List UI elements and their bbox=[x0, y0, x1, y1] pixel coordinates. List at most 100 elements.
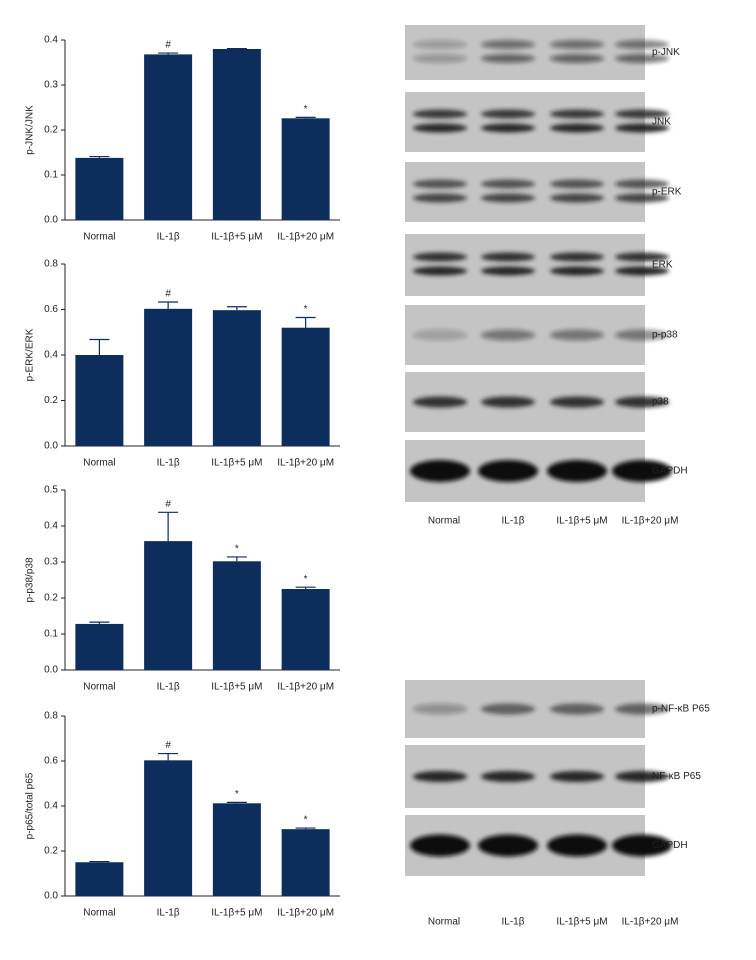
x-tick-label: IL-1β+5 μM bbox=[211, 458, 262, 469]
significance-marker: # bbox=[165, 740, 171, 751]
band bbox=[612, 834, 672, 857]
blot-panel bbox=[405, 92, 645, 152]
error-bar bbox=[295, 586, 316, 589]
error-bar bbox=[158, 301, 179, 309]
band bbox=[481, 703, 535, 715]
band bbox=[413, 252, 467, 262]
error-bar bbox=[295, 827, 316, 830]
significance-marker: * bbox=[235, 789, 239, 800]
error-bar bbox=[226, 801, 247, 804]
bar bbox=[75, 157, 124, 220]
band bbox=[615, 266, 669, 276]
blot-bands bbox=[413, 396, 669, 408]
y-tick-label: 0.4 bbox=[44, 350, 58, 361]
x-tick-label: IL-1β bbox=[157, 232, 180, 243]
band bbox=[413, 193, 467, 203]
band bbox=[550, 40, 604, 49]
x-tick-label: IL-1β bbox=[157, 458, 180, 469]
blot-row-label: p-JNK bbox=[652, 47, 680, 58]
x-tick-label: IL-1β bbox=[157, 682, 180, 693]
x-tick-label: IL-1β+20 μM bbox=[277, 908, 334, 919]
band bbox=[481, 109, 535, 119]
blot-bands bbox=[413, 109, 669, 133]
x-tick-label: IL-1β bbox=[157, 908, 180, 919]
y-tick-label: 0.6 bbox=[44, 304, 58, 315]
band bbox=[478, 460, 538, 482]
bar bbox=[212, 49, 261, 220]
band bbox=[481, 179, 535, 189]
blot-lane-label: IL-1β+5 μM bbox=[556, 516, 607, 527]
y-axis-label: p-p38/p38 bbox=[25, 557, 36, 602]
significance-marker: * bbox=[304, 104, 308, 115]
y-axis-label: p-JNK/JNK bbox=[25, 105, 36, 155]
bar bbox=[75, 355, 124, 446]
band bbox=[550, 252, 604, 262]
y-tick-label: 0.5 bbox=[44, 485, 58, 496]
y-axis-label: p-p65/total p65 bbox=[25, 772, 36, 839]
blot-panel bbox=[405, 162, 645, 222]
y-tick-label: 0.0 bbox=[44, 665, 58, 676]
bar bbox=[281, 589, 330, 670]
band bbox=[615, 123, 669, 133]
band bbox=[615, 193, 669, 203]
band bbox=[481, 266, 535, 276]
error-bar bbox=[226, 556, 247, 562]
bar bbox=[212, 803, 261, 896]
band bbox=[615, 771, 669, 782]
band bbox=[550, 266, 604, 276]
blot-bands bbox=[413, 329, 669, 341]
bar bbox=[281, 327, 330, 446]
y-tick-label: 0.2 bbox=[44, 846, 58, 857]
blot-row-label: JNK bbox=[652, 117, 671, 128]
band bbox=[612, 460, 672, 482]
blot-bands bbox=[413, 703, 669, 715]
blot-lane-label: IL-1β bbox=[502, 917, 525, 928]
error-bar bbox=[89, 621, 110, 624]
band bbox=[550, 109, 604, 119]
blot-row-label: NF-κB P65 bbox=[652, 771, 701, 782]
band bbox=[615, 703, 669, 715]
band bbox=[547, 834, 607, 857]
y-tick-label: 0.1 bbox=[44, 170, 58, 181]
blot-panel bbox=[405, 234, 645, 296]
band bbox=[481, 123, 535, 133]
y-tick-label: 0.8 bbox=[44, 711, 58, 722]
band bbox=[481, 54, 535, 63]
blot-bands bbox=[413, 40, 669, 63]
band bbox=[615, 252, 669, 262]
band bbox=[550, 396, 604, 408]
blot-row-label: GAPDH bbox=[652, 466, 688, 477]
band bbox=[615, 179, 669, 189]
blot-lane-label: IL-1β+5 μM bbox=[556, 917, 607, 928]
blot-row-label: p38 bbox=[652, 397, 669, 408]
error-bar bbox=[89, 338, 110, 355]
y-tick-label: 0.8 bbox=[44, 259, 58, 270]
y-tick-label: 0.4 bbox=[44, 521, 58, 532]
blot-row-label: p-ERK bbox=[652, 187, 682, 198]
y-tick-label: 0.3 bbox=[44, 80, 58, 91]
bar bbox=[75, 623, 124, 670]
x-tick-label: Normal bbox=[83, 908, 115, 919]
x-tick-label: Normal bbox=[83, 458, 115, 469]
bar bbox=[144, 541, 193, 670]
x-tick-label: IL-1β+5 μM bbox=[211, 908, 262, 919]
y-tick-label: 0.0 bbox=[44, 891, 58, 902]
band bbox=[413, 40, 467, 49]
significance-marker: # bbox=[165, 40, 171, 51]
x-tick-label: IL-1β+20 μM bbox=[277, 458, 334, 469]
blot-lane-label: IL-1β+20 μM bbox=[622, 516, 679, 527]
y-tick-label: 0.0 bbox=[44, 441, 58, 452]
band bbox=[410, 834, 470, 857]
band bbox=[615, 40, 669, 49]
blot-lane-label: IL-1β+20 μM bbox=[622, 917, 679, 928]
band bbox=[413, 771, 467, 782]
band bbox=[481, 252, 535, 262]
bar bbox=[212, 310, 261, 446]
band bbox=[413, 329, 467, 341]
blot-lane-label: Normal bbox=[428, 917, 460, 928]
bar bbox=[281, 118, 330, 220]
error-bar bbox=[158, 52, 179, 55]
blot-bands bbox=[410, 460, 672, 482]
y-tick-label: 0.3 bbox=[44, 557, 58, 568]
y-tick-label: 0.4 bbox=[44, 35, 58, 46]
